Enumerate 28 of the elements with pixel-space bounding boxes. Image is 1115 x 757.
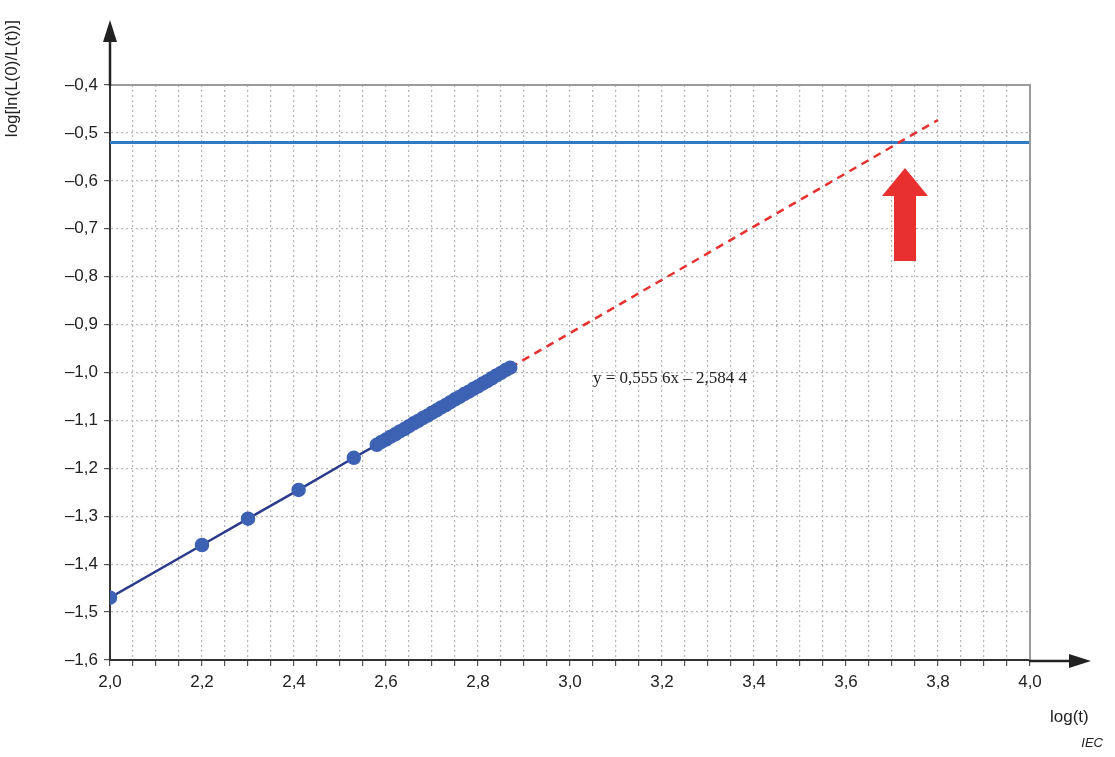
y-tick-label: –1,0 (64, 362, 98, 382)
y-tick-label: –1,5 (64, 601, 98, 621)
x-tick-label: 3,6 (834, 671, 858, 691)
y-tick-label: –1,4 (64, 553, 98, 573)
x-tick-label: 3,4 (742, 671, 766, 691)
y-tick-label: –0,5 (64, 122, 98, 142)
y-tick-label: –0,9 (64, 314, 98, 334)
x-tick-label: 3,8 (926, 671, 950, 691)
x-tick-label: 3,0 (558, 671, 582, 691)
y-tick-label: –0,6 (64, 170, 98, 190)
x-tick-label: 4,0 (1018, 671, 1042, 691)
x-axis-title: log(t) (1050, 707, 1089, 727)
x-tick-label: 2,0 (98, 671, 122, 691)
annotation: y = 0,555 6x – 2,584 4 (593, 368, 748, 388)
x-tick-label: 2,4 (282, 671, 306, 691)
x-tick-label: 3,2 (650, 671, 674, 691)
y-tick-label: –0,4 (64, 74, 98, 94)
x-tick-label: 2,6 (374, 671, 398, 691)
y-tick-label: –1,1 (64, 410, 98, 430)
y-tick-label: –0,8 (64, 266, 98, 286)
y-axis-title: log[ln(L(0)/L(t))] (2, 20, 22, 140)
x-tick-label: 2,2 (190, 671, 214, 691)
y-tick-label: –1,3 (64, 505, 98, 525)
text: IEC (1081, 735, 1103, 750)
y-tick-label: –1,2 (64, 458, 98, 478)
x-tick-label: 2,8 (466, 671, 490, 691)
y-tick-label: –1,6 (64, 649, 98, 669)
y-tick-label: –0,7 (64, 218, 98, 238)
